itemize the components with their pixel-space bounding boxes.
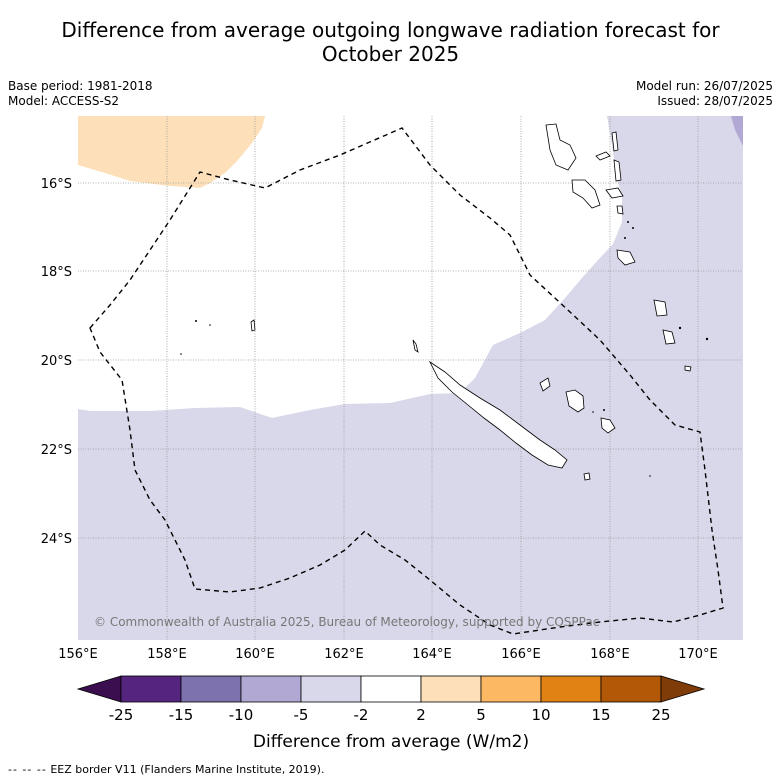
tanna <box>653 299 668 317</box>
lon-label: 162°E <box>324 647 364 662</box>
isle-of-pines <box>583 472 591 481</box>
lon-label: 156°E <box>58 647 98 662</box>
loyalty-island-1 <box>565 389 585 413</box>
belep-island <box>412 339 419 353</box>
meta-right: Model run: 26/07/2025 Issued: 28/07/2025 <box>636 79 773 109</box>
colorbar-tick: -5 <box>294 706 309 724</box>
small-islets <box>180 221 709 477</box>
colorbar-tick: -25 <box>109 706 134 724</box>
loyalty-island-2 <box>600 417 616 434</box>
colorbar-tick: 25 <box>651 706 670 724</box>
efate <box>616 249 636 266</box>
base-period: Base period: 1981-2018 <box>8 79 153 93</box>
colorbar-segment <box>180 675 242 703</box>
colorbar-tick-labels: -25 -15 -10 -5 -2 2 5 10 15 25 <box>109 706 671 724</box>
eez-border <box>89 127 724 635</box>
lat-label: 20°S <box>41 354 72 369</box>
colorbar-segment <box>240 675 302 703</box>
negative-anomaly-region <box>78 116 743 640</box>
new-caledonia-mainland <box>428 360 568 469</box>
colorbar-segment <box>480 675 542 703</box>
colorbar-segment <box>540 675 602 703</box>
meta-left: Base period: 1981-2018 Model: ACCESS-S2 <box>8 79 153 109</box>
positive-anomaly-region <box>78 116 265 188</box>
colorbar-tick: -15 <box>169 706 194 724</box>
eez-legend-text: EEZ border V11 (Flanders Marine Institut… <box>50 763 325 776</box>
lon-label: 168°E <box>590 647 630 662</box>
gridlines <box>78 116 743 640</box>
small-islet-1 <box>250 319 256 332</box>
title-line-2: October 2025 <box>321 42 460 66</box>
malekula <box>571 179 601 209</box>
colorbar-tick: 5 <box>476 706 486 724</box>
colorbar-segment <box>300 675 362 703</box>
loyalty-island-3 <box>539 377 551 392</box>
colorbar-tick: 2 <box>416 706 426 724</box>
colorbar-tick: 15 <box>591 706 610 724</box>
lat-label: 22°S <box>41 443 72 458</box>
model-name: Model: ACCESS-S2 <box>8 94 120 108</box>
colorbar-tick: -2 <box>354 706 369 724</box>
colorbar: -25 -15 -10 -5 -2 2 5 10 15 25 Differenc… <box>76 675 706 752</box>
lon-label: 158°E <box>147 647 187 662</box>
footer-note: -- -- -- EEZ border V11 (Flanders Marine… <box>8 763 324 776</box>
colorbar-left-arrow <box>76 675 122 703</box>
lat-label: 16°S <box>41 177 72 192</box>
lon-label: 160°E <box>235 647 275 662</box>
colorbar-tick: 10 <box>531 706 550 724</box>
map-area: © Commonwealth of Australia 2025, Bureau… <box>78 116 743 640</box>
ambrym <box>605 187 624 199</box>
colorbar-segment <box>120 675 182 703</box>
chart-title: Difference from average outgoing longwav… <box>0 18 781 66</box>
longitude-labels: 156°E 158°E 160°E 162°E 164°E 166°E 168°… <box>58 647 718 662</box>
epi <box>616 205 624 215</box>
issued-date: Issued: 28/07/2025 <box>657 94 773 108</box>
latitude-labels: 16°S 18°S 20°S 22°S 24°S <box>41 177 72 547</box>
colorbar-segment <box>360 675 422 703</box>
colorbar-segment <box>420 675 482 703</box>
erromango <box>662 329 676 345</box>
espiritu-santo <box>545 123 577 171</box>
model-run: Model run: 26/07/2025 <box>635 79 773 93</box>
maewo <box>611 131 619 152</box>
aneityum <box>684 365 692 372</box>
lat-label: 18°S <box>41 265 72 280</box>
coastlines <box>250 123 692 481</box>
moderate-negative-region <box>731 116 743 146</box>
lon-label: 170°E <box>678 647 718 662</box>
colorbar-right-arrow <box>660 675 706 703</box>
pentecost <box>613 159 622 182</box>
ambae <box>595 151 611 161</box>
copyright-credit: © Commonwealth of Australia 2025, Bureau… <box>94 615 599 629</box>
colorbar-tick: -10 <box>229 706 254 724</box>
colorbar-segment <box>600 675 662 703</box>
lat-label: 24°S <box>41 532 72 547</box>
title-line-1: Difference from average outgoing longwav… <box>61 18 720 42</box>
colorbar-label: Difference from average (W/m2) <box>253 732 529 752</box>
lon-label: 166°E <box>501 647 541 662</box>
lon-label: 164°E <box>412 647 452 662</box>
eez-legend-dashes: -- -- -- <box>8 763 47 776</box>
